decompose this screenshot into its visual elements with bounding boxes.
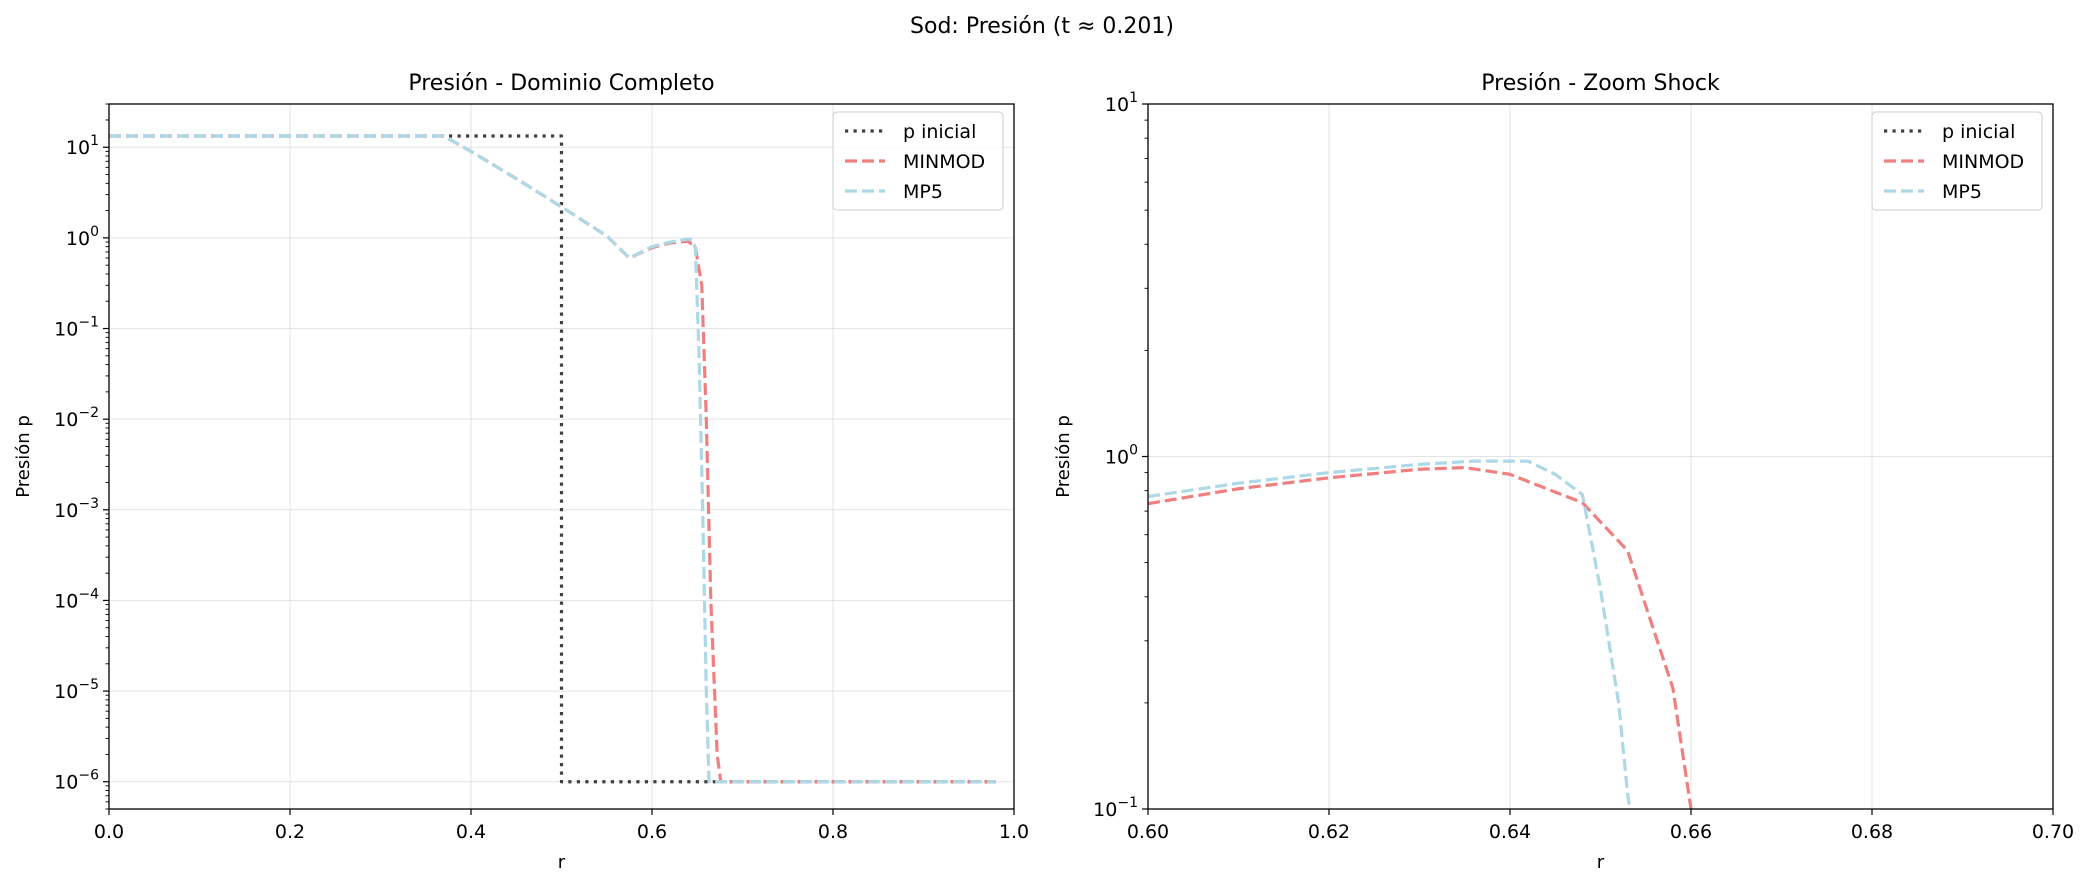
x-axis-label-zoom-shock: r xyxy=(1597,852,1605,873)
legend-box xyxy=(832,111,1004,211)
y-tick-label: 10−1 xyxy=(54,315,99,341)
y-tick-label: 100 xyxy=(66,224,99,250)
x-tick-label: 0.2 xyxy=(275,821,305,843)
y-tick-label: 10−1 xyxy=(1093,795,1138,821)
panel-full-domain: 0.0 0.2 0.4 0.6 0.8 1.0 10−610−510−410−310−21… xyxy=(13,71,1029,873)
x-tick-label: 0.70 xyxy=(2032,821,2074,843)
x-tick-label: 0.0 xyxy=(94,821,124,843)
y-tick-label: 10−6 xyxy=(54,768,99,794)
x-tick-label: 0.8 xyxy=(818,821,848,843)
series-layer-full-domain xyxy=(109,134,996,784)
x-tick-label: 0.6 xyxy=(637,821,667,843)
x-tick-label: 0.60 xyxy=(1127,821,1169,843)
y-axis-label-zoom-shock: Presión p xyxy=(1053,415,1074,498)
x-tick-label: 0.68 xyxy=(1851,821,1893,843)
y-tick-label: 10−3 xyxy=(54,496,99,522)
legend-full-domain: p inicial MINMOD MP5 xyxy=(832,111,1004,211)
panel-title-zoom-shock: Presión - Zoom Shock xyxy=(1481,71,1720,96)
figure-suptitle: Sod: Presión (t ≈ 0.201) xyxy=(910,14,1174,39)
y-tick-label: 10−5 xyxy=(54,677,99,703)
plot-area-zoom-shock xyxy=(1148,104,2053,809)
series-line-minmod xyxy=(1148,466,1693,809)
panel-title-full-domain: Presión - Dominio Completo xyxy=(408,71,714,96)
legend-label-p-inicial: p inicial xyxy=(903,121,976,143)
legend-label-mp5: MP5 xyxy=(1942,181,1982,203)
panel-zoom-shock: 0.60 0.62 0.64 0.66 0.68 0.70 10−1 100 101 Pres… xyxy=(1053,71,2074,873)
series-layer-zoom-shock xyxy=(1148,459,1693,809)
x-tick-label: 0.64 xyxy=(1489,821,1531,843)
series-line-mp5 xyxy=(1148,459,1632,809)
series-line-mp5 xyxy=(109,134,996,784)
legend-zoom-shock: p inicial MINMOD MP5 xyxy=(1871,111,2043,211)
y-tick-label: 10−2 xyxy=(54,405,99,431)
legend-box xyxy=(1871,111,2043,211)
y-axis-label-full-domain: Presión p xyxy=(13,415,34,498)
series-line-p-inicial xyxy=(109,134,996,784)
y-ticks-zoom-shock: 10−1 100 101 xyxy=(1093,90,1148,821)
y-tick-label: 101 xyxy=(1105,90,1138,116)
x-tick-label: 1.0 xyxy=(999,821,1029,843)
x-ticks-zoom-shock: 0.60 0.62 0.64 0.66 0.68 0.70 xyxy=(1127,809,2074,843)
y-tick-label: 10−4 xyxy=(54,586,99,612)
axes-frame-full-domain xyxy=(108,103,1015,810)
legend-label-minmod: MINMOD xyxy=(903,151,985,173)
x-tick-label: 0.66 xyxy=(1670,821,1712,843)
x-axis-label-full-domain: r xyxy=(558,852,566,873)
x-tick-label: 0.62 xyxy=(1308,821,1350,843)
x-tick-label: 0.4 xyxy=(456,821,486,843)
y-tick-label: 101 xyxy=(66,133,99,159)
y-tick-label: 100 xyxy=(1105,443,1138,469)
x-ticks-full-domain: 0.0 0.2 0.4 0.6 0.8 1.0 xyxy=(94,809,1029,843)
legend-label-minmod: MINMOD xyxy=(1942,151,2024,173)
legend-label-p-inicial: p inicial xyxy=(1942,121,2015,143)
legend-label-mp5: MP5 xyxy=(903,181,943,203)
y-ticks-full-domain: 10−6 10−5 10−4 10−3 10−2 10−1 100 101 xyxy=(54,103,109,810)
